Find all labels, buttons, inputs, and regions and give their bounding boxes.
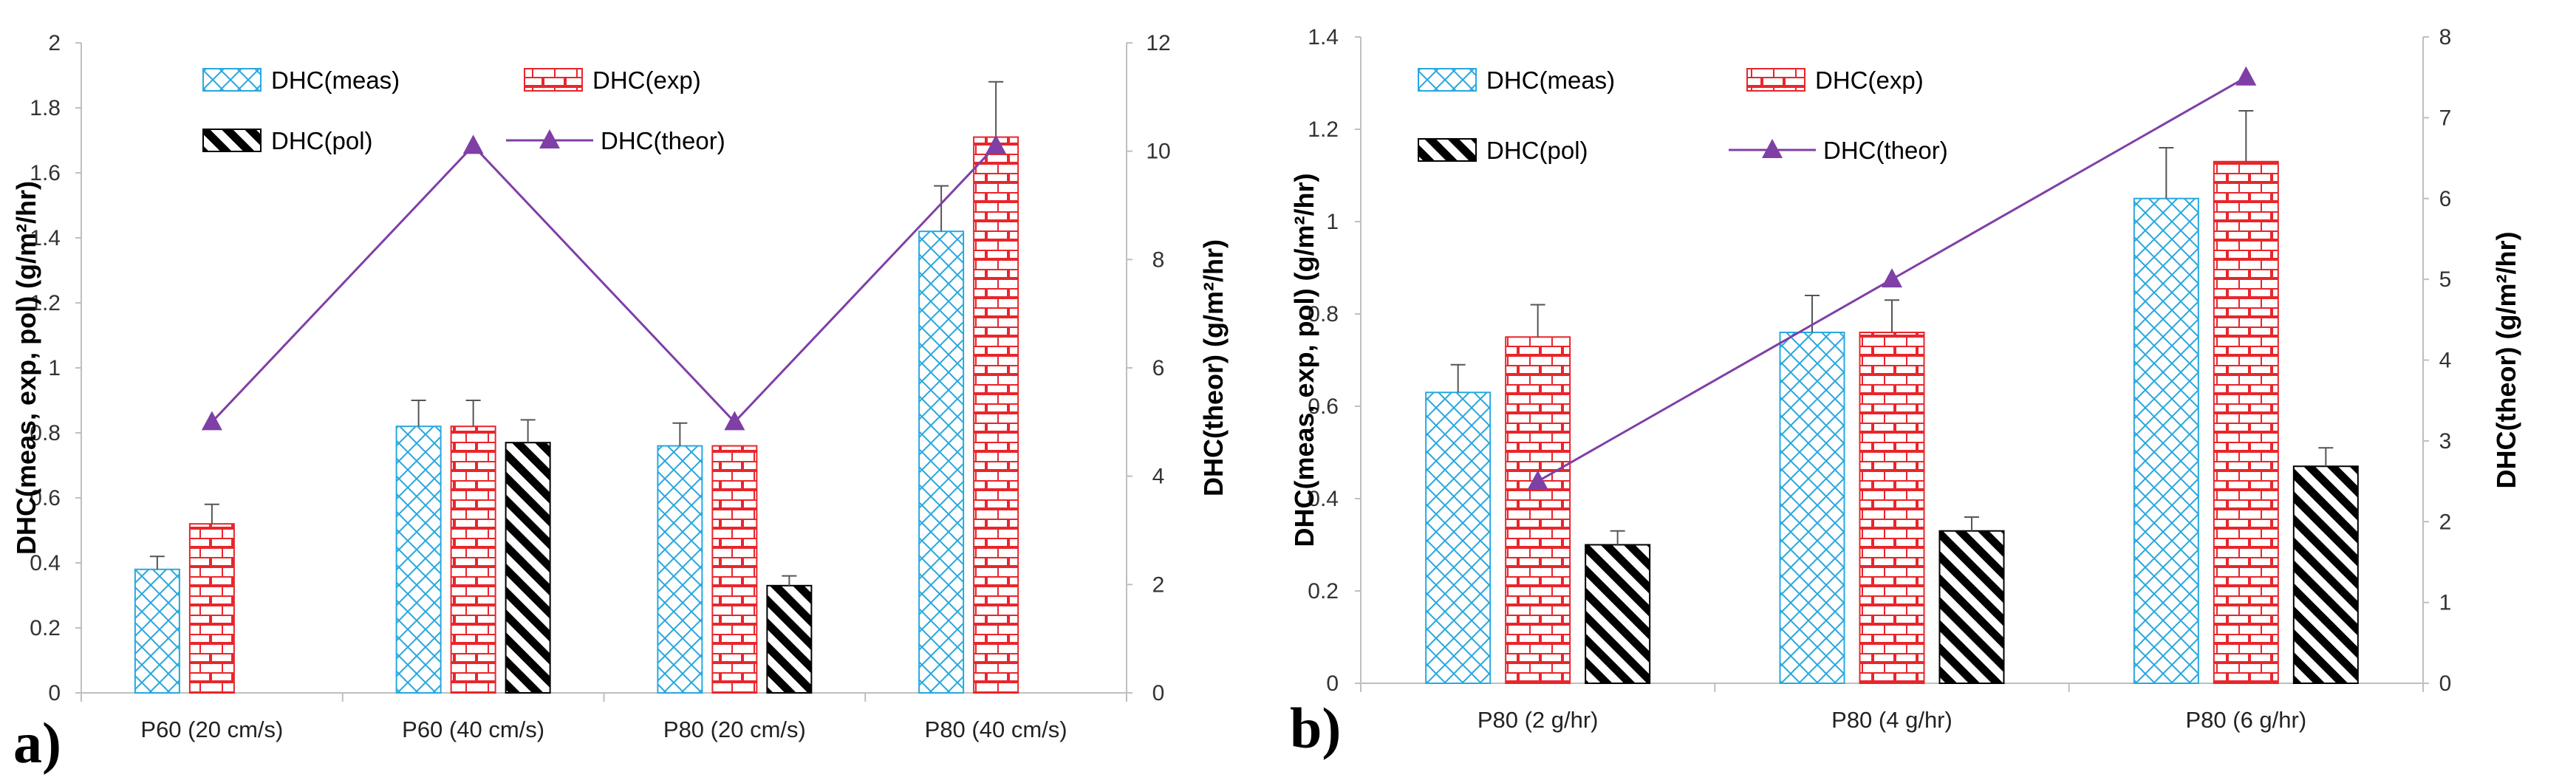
y-tick-label: 0.4: [30, 551, 61, 575]
legend-swatch-pol: [202, 129, 262, 152]
legend-label-pol: DHC(pol): [1486, 137, 1588, 164]
bar-meas: [395, 425, 442, 694]
y-axis-title: DHC(meas, exp, pol) (g/m²/hr): [1289, 173, 1319, 547]
legend-swatch-meas: [202, 68, 262, 92]
theor-line: [211, 144, 997, 424]
y2-tick-label: 4: [2439, 349, 2452, 373]
theor-marker: [2235, 66, 2257, 86]
y2-tick-label: 6: [1152, 356, 1165, 380]
y2-tick-label: 5: [2439, 267, 2452, 292]
bar-pol: [1585, 544, 1651, 684]
x-category-label: P60 (20 cm/s): [140, 717, 283, 742]
legend-swatch-theor-marker: [539, 129, 560, 148]
y-tick-label: 1.2: [1308, 117, 1339, 142]
y2-tick-label: 4: [1152, 465, 1165, 489]
x-category-label: P80 (40 cm/s): [925, 717, 1067, 742]
y-tick-label: 1.4: [30, 226, 61, 250]
legend-swatch-meas: [1418, 68, 1477, 92]
y-tick-label: 2: [48, 31, 61, 55]
bar-meas: [657, 445, 703, 694]
x-category-label: P80 (4 g/hr): [1831, 707, 1953, 733]
y-tick-label: 0.8: [30, 421, 61, 445]
legend-label-meas: DHC(meas): [1486, 66, 1615, 94]
bar-exp: [1505, 336, 1571, 684]
y-axis-title: DHC(meas, exp, pol) (g/m²/hr): [11, 181, 41, 555]
legend-label-theor: DHC(theor): [1823, 137, 1948, 164]
y2-tick-label: 6: [2439, 187, 2452, 211]
legend-label-exp: DHC(exp): [1815, 66, 1924, 94]
theor-marker: [1527, 470, 1548, 490]
y-tick-label: 0.4: [1308, 487, 1339, 511]
legend-swatch-exp: [1746, 68, 1805, 92]
bar-meas: [1425, 392, 1492, 684]
panel-label: b): [1290, 696, 1341, 760]
legend-swatch-exp: [524, 68, 583, 92]
chart-b: 0 0.2 0.4 0.6 0.8 1 1.2 1.4 0 1 2 3 4 5 6 7 8 DHC(meas, e…: [1289, 25, 2521, 760]
y2-tick-label: 10: [1146, 140, 1170, 164]
bar-meas: [2133, 197, 2199, 684]
legend-label-meas: DHC(meas): [271, 66, 400, 94]
bar-exp: [711, 445, 758, 694]
bar-pol: [2292, 465, 2359, 684]
bar-meas: [1779, 332, 1845, 684]
x-category-label: P80 (20 cm/s): [663, 717, 806, 742]
y2-axis-title: DHC(theor) (g/m²/hr): [1198, 239, 1229, 496]
theor-marker: [724, 411, 745, 431]
x-category-label: P80 (2 g/hr): [1477, 707, 1599, 733]
y-tick-label: 0: [1326, 671, 1339, 696]
legend-label-pol: DHC(pol): [271, 127, 373, 154]
y2-tick-label: 1: [2439, 591, 2452, 615]
y2-tick-label: 12: [1146, 31, 1170, 55]
y-tick-label: 0: [48, 681, 61, 705]
theor-marker: [1882, 268, 1902, 288]
y-tick-label: 1: [1326, 210, 1339, 234]
bar-pol: [1938, 530, 2005, 684]
x-category-label: P60 (40 cm/s): [402, 717, 544, 742]
y-tick-label: 1.4: [1308, 25, 1339, 49]
bar-exp: [188, 523, 235, 694]
legend-swatch-pol: [1418, 138, 1477, 162]
y2-tick-label: 2: [1152, 572, 1165, 597]
theor-marker: [201, 411, 222, 431]
y-tick-label: 0.8: [1308, 302, 1339, 326]
bar-pol: [505, 442, 551, 694]
bar-meas: [918, 230, 965, 694]
bar-pol: [766, 584, 813, 694]
y-tick-label: 0.6: [30, 486, 61, 510]
y2-tick-label: 2: [2439, 510, 2452, 534]
y2-tick-label: 3: [2439, 429, 2452, 454]
y2-axis-title: DHC(theor) (g/m²/hr): [2491, 232, 2521, 489]
y-tick-label: 1: [48, 356, 61, 380]
bar-exp: [1859, 332, 1925, 684]
y-tick-label: 1.8: [30, 96, 61, 120]
y2-tick-label: 0: [1152, 681, 1165, 705]
legend-label-exp: DHC(exp): [592, 66, 701, 94]
y2-tick-label: 0: [2439, 671, 2452, 696]
bar-exp: [973, 136, 1019, 694]
bar-exp: [2213, 160, 2279, 684]
y-tick-label: 0.2: [1308, 579, 1339, 604]
y-tick-label: 1.2: [30, 291, 61, 315]
y-tick-label: 0.2: [30, 616, 61, 640]
legend-swatch-theor-marker: [1762, 139, 1783, 158]
chart-a: 0 0.2 0.4 0.6 0.8 1 1.2 1.4 1.6 1.8 2 0 2 4 6 8 10 12 DHC(…: [11, 31, 1229, 775]
theor-marker: [462, 134, 484, 154]
bar-exp: [450, 425, 496, 694]
theor-marker: [985, 134, 1007, 154]
legend-label-theor: DHC(theor): [601, 127, 725, 154]
panel-label: a): [13, 711, 61, 775]
y2-tick-label: 8: [1152, 247, 1165, 272]
x-category-label: P80 (6 g/hr): [2185, 707, 2306, 733]
y-tick-label: 0.6: [1308, 394, 1339, 419]
y-tick-label: 1.6: [30, 161, 61, 185]
y2-tick-label: 8: [2439, 25, 2452, 49]
y2-tick-label: 7: [2439, 106, 2452, 130]
bar-meas: [134, 568, 180, 694]
